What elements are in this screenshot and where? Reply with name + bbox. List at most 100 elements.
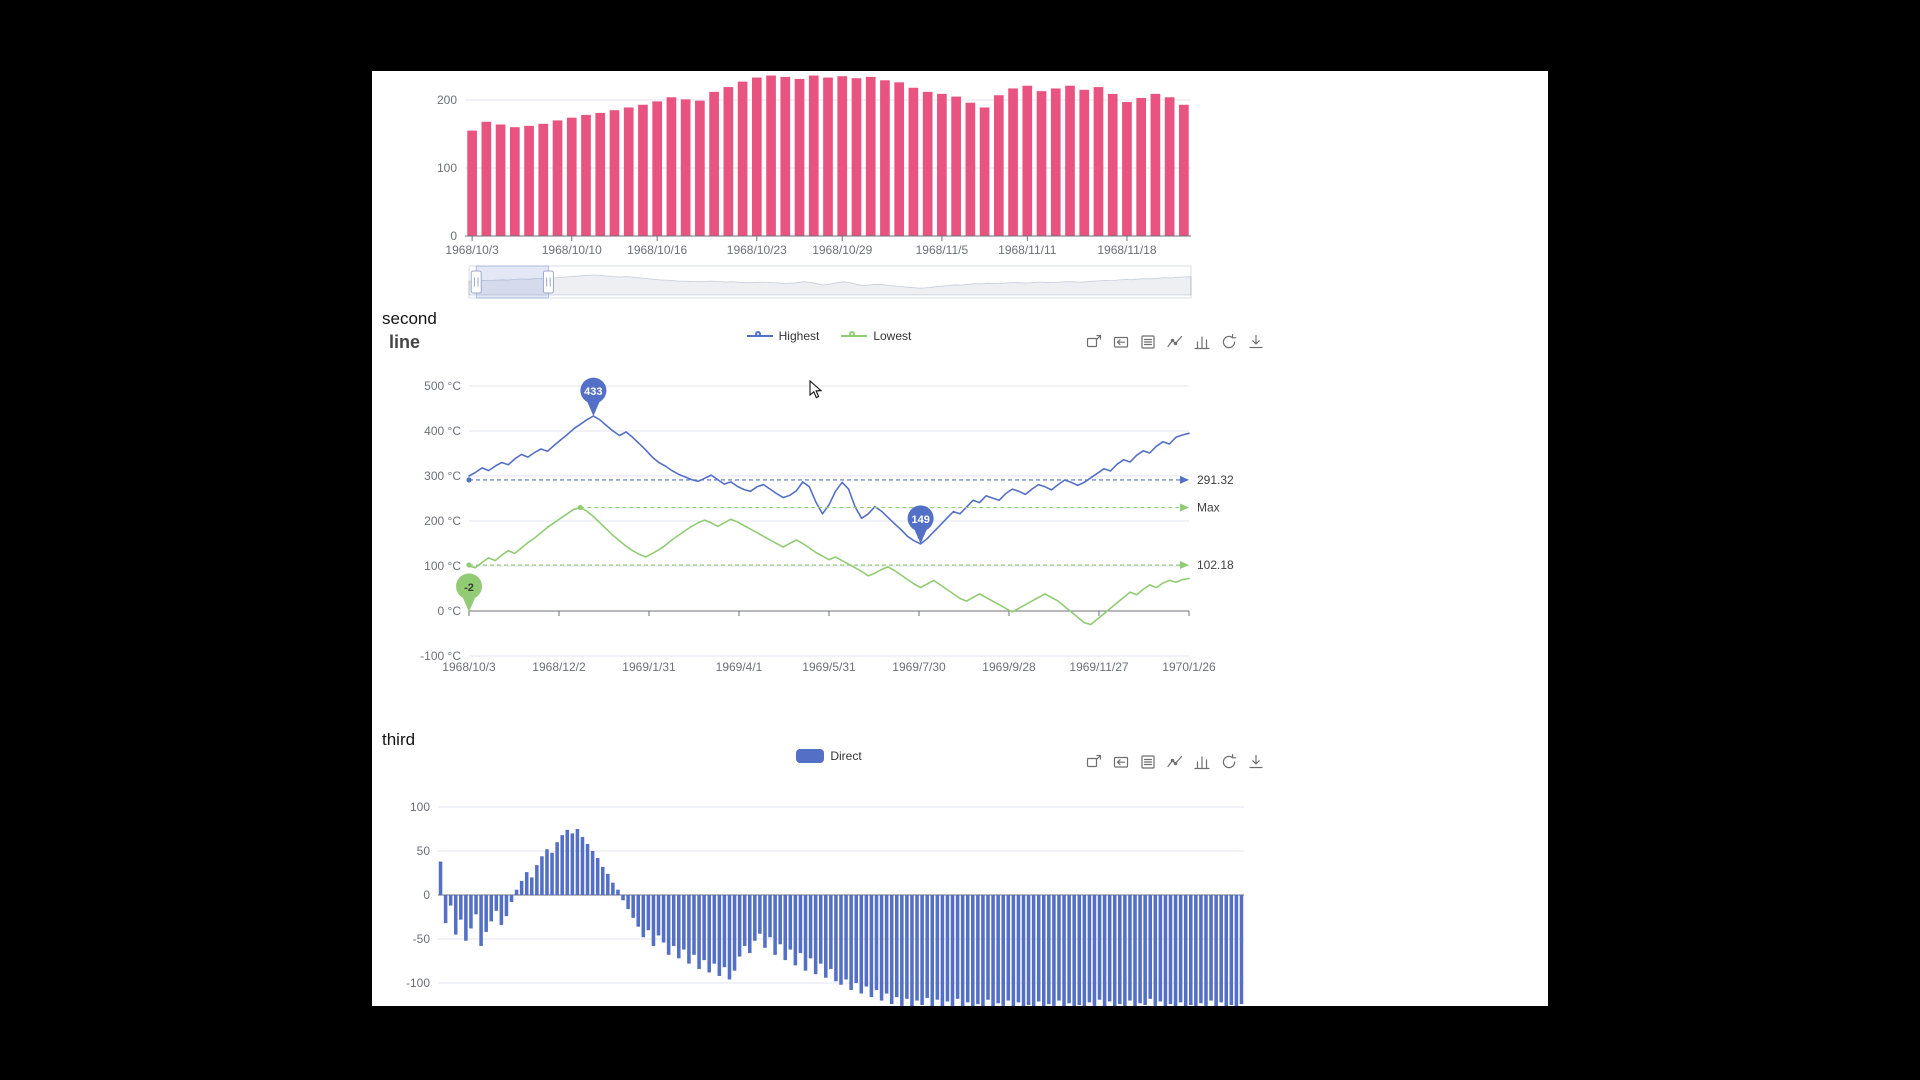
bar[interactable] <box>687 895 691 964</box>
bar[interactable] <box>535 865 539 895</box>
bar[interactable] <box>626 895 630 910</box>
bar[interactable] <box>560 835 564 895</box>
bar[interactable] <box>976 895 980 1005</box>
bar[interactable] <box>656 895 661 936</box>
series-line-highest[interactable] <box>468 415 1190 545</box>
bar[interactable] <box>766 75 776 237</box>
bar[interactable] <box>751 77 762 236</box>
bar[interactable] <box>499 895 504 925</box>
bar[interactable] <box>908 87 919 236</box>
bar[interactable] <box>979 107 990 236</box>
bar[interactable] <box>1093 87 1104 236</box>
bar[interactable] <box>780 76 791 236</box>
bar[interactable] <box>595 858 600 895</box>
bar[interactable] <box>1143 895 1147 1005</box>
bar[interactable] <box>723 87 734 236</box>
bar[interactable] <box>1079 89 1090 236</box>
bar[interactable] <box>869 895 874 998</box>
bar[interactable] <box>712 895 717 964</box>
bar[interactable] <box>1008 88 1018 236</box>
bar[interactable] <box>600 866 605 895</box>
bar[interactable] <box>1041 895 1046 1006</box>
bar[interactable] <box>680 99 691 236</box>
bar[interactable] <box>991 895 995 1006</box>
bar[interactable] <box>682 895 686 950</box>
bar[interactable] <box>1112 895 1117 1006</box>
bar[interactable] <box>1047 895 1051 1005</box>
bar[interactable] <box>1194 895 1198 1006</box>
bar[interactable] <box>854 895 858 983</box>
bar[interactable] <box>651 895 656 947</box>
bar[interactable] <box>951 96 961 236</box>
bar[interactable] <box>459 895 463 920</box>
bar[interactable] <box>884 895 889 994</box>
bar[interactable] <box>813 895 818 975</box>
bar[interactable] <box>874 895 879 991</box>
legend-item-lowest[interactable]: Lowest <box>841 329 911 343</box>
bar[interactable] <box>1021 895 1026 1006</box>
bar[interactable] <box>722 895 727 968</box>
bar[interactable] <box>905 895 909 999</box>
bar[interactable] <box>839 895 843 985</box>
bar[interactable] <box>1178 895 1183 1003</box>
bar[interactable] <box>595 112 606 236</box>
bar[interactable] <box>638 104 648 236</box>
bar[interactable] <box>631 895 635 918</box>
bar[interactable] <box>993 95 1004 237</box>
bar[interactable] <box>1133 895 1137 1006</box>
bar[interactable] <box>1153 895 1158 1006</box>
bar[interactable] <box>910 895 914 1006</box>
bar[interactable] <box>514 889 519 895</box>
bar[interactable] <box>641 895 646 938</box>
bar[interactable] <box>798 895 803 954</box>
bar[interactable] <box>960 895 965 1006</box>
toolbox-zoom-reset-icon[interactable] <box>1112 333 1130 351</box>
datazoom-left-handle[interactable] <box>470 270 482 294</box>
bar[interactable] <box>484 895 488 932</box>
bar[interactable] <box>1107 93 1118 236</box>
toolbox-save-as-image-icon[interactable] <box>1247 333 1265 351</box>
bar[interactable] <box>489 895 493 922</box>
bar[interactable] <box>504 895 509 917</box>
toolbox-switch-to-bar-icon[interactable] <box>1193 753 1211 771</box>
bar[interactable] <box>996 895 1000 1004</box>
bar[interactable] <box>666 97 677 236</box>
bar[interactable] <box>889 895 894 1005</box>
bar[interactable] <box>479 895 483 947</box>
bar[interactable] <box>1189 895 1193 1005</box>
bar[interactable] <box>707 895 711 973</box>
bar[interactable] <box>636 895 641 927</box>
bar[interactable] <box>1077 895 1082 1005</box>
mark-point-pin[interactable] <box>907 505 934 544</box>
bar[interactable] <box>920 895 924 1005</box>
bar[interactable] <box>1163 895 1168 1006</box>
datazoom-window[interactable] <box>475 265 549 299</box>
legend-item-direct[interactable]: Direct <box>796 749 862 763</box>
bar[interactable] <box>509 127 520 236</box>
bar[interactable] <box>1128 895 1132 1001</box>
bar[interactable] <box>552 120 563 236</box>
bar[interactable] <box>1179 104 1189 236</box>
bar[interactable] <box>837 76 848 236</box>
bar[interactable] <box>864 895 869 987</box>
bar[interactable] <box>1229 895 1234 1005</box>
bar[interactable] <box>671 895 676 947</box>
bar[interactable] <box>965 895 970 1003</box>
bar[interactable] <box>778 895 782 945</box>
bar[interactable] <box>623 107 634 236</box>
bar[interactable] <box>894 82 905 236</box>
bar[interactable] <box>495 124 506 236</box>
bar[interactable] <box>1214 895 1218 1006</box>
bar[interactable] <box>702 895 706 961</box>
mark-point-pin[interactable] <box>580 377 607 417</box>
bar[interactable] <box>1082 895 1087 1006</box>
daily-bar-chart-plot[interactable]: 0 100 200 1968/10/3 1968/10/10 1968/10/16 1968… <box>437 75 1191 257</box>
bar[interactable] <box>808 895 813 959</box>
bar[interactable] <box>1036 91 1047 236</box>
bar[interactable] <box>692 895 696 955</box>
bar[interactable] <box>981 895 985 1006</box>
bar[interactable] <box>1022 85 1033 236</box>
bar[interactable] <box>849 895 853 991</box>
toolbox-save-as-image-icon[interactable] <box>1247 753 1265 771</box>
bar[interactable] <box>834 895 838 982</box>
